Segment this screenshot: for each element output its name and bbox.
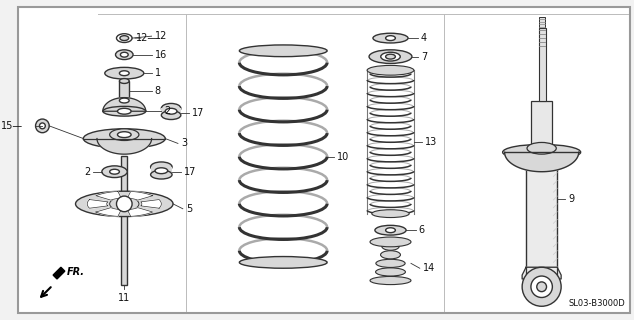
Ellipse shape: [375, 268, 405, 276]
Text: 2: 2: [164, 106, 171, 116]
Text: 8: 8: [155, 86, 160, 96]
Text: 4: 4: [421, 33, 427, 43]
Bar: [119, 81, 129, 100]
Ellipse shape: [373, 33, 408, 43]
Ellipse shape: [385, 228, 396, 233]
Ellipse shape: [117, 108, 131, 114]
Ellipse shape: [161, 103, 181, 113]
Ellipse shape: [119, 98, 129, 103]
Text: 5: 5: [186, 204, 192, 214]
Ellipse shape: [110, 169, 119, 174]
Text: 7: 7: [421, 52, 427, 62]
Polygon shape: [87, 200, 108, 208]
Ellipse shape: [151, 162, 172, 172]
Ellipse shape: [367, 65, 414, 75]
Text: 13: 13: [425, 138, 437, 148]
Bar: [161, 108, 181, 115]
Text: 10: 10: [337, 152, 349, 162]
Text: 12—: 12—: [136, 33, 158, 43]
Ellipse shape: [151, 170, 172, 179]
Ellipse shape: [120, 36, 129, 41]
Polygon shape: [103, 98, 146, 111]
Circle shape: [537, 282, 547, 292]
Ellipse shape: [369, 50, 412, 63]
Ellipse shape: [83, 129, 165, 148]
Ellipse shape: [240, 257, 327, 268]
Text: 14: 14: [423, 263, 435, 273]
Ellipse shape: [503, 144, 581, 160]
Bar: [526, 160, 557, 267]
Circle shape: [531, 276, 552, 298]
Ellipse shape: [385, 54, 396, 59]
Ellipse shape: [376, 259, 405, 268]
Circle shape: [522, 267, 561, 306]
Bar: [539, 17, 545, 28]
Bar: [121, 156, 127, 285]
Ellipse shape: [165, 108, 177, 114]
Bar: [526, 267, 557, 279]
Ellipse shape: [105, 68, 144, 79]
Ellipse shape: [382, 242, 399, 250]
Text: 2: 2: [84, 167, 90, 177]
Ellipse shape: [527, 142, 556, 154]
Text: 12: 12: [155, 31, 167, 41]
Text: 15—: 15—: [1, 121, 23, 131]
Ellipse shape: [161, 111, 181, 120]
Bar: [151, 167, 172, 175]
Ellipse shape: [102, 166, 127, 178]
Text: 3: 3: [181, 139, 187, 148]
Polygon shape: [522, 267, 561, 279]
Ellipse shape: [110, 197, 139, 211]
Text: 17: 17: [184, 167, 196, 177]
Ellipse shape: [380, 251, 401, 259]
Ellipse shape: [103, 106, 146, 116]
Polygon shape: [505, 152, 579, 172]
Ellipse shape: [385, 36, 396, 41]
Polygon shape: [127, 191, 153, 200]
Ellipse shape: [110, 129, 139, 140]
Text: 1: 1: [155, 68, 160, 78]
Circle shape: [117, 196, 132, 212]
Ellipse shape: [117, 34, 132, 43]
FancyBboxPatch shape: [18, 7, 630, 313]
Bar: [539, 28, 545, 101]
Polygon shape: [53, 267, 65, 279]
Text: 17: 17: [191, 108, 204, 118]
Ellipse shape: [370, 276, 411, 284]
Text: 6: 6: [419, 225, 425, 235]
Text: 16: 16: [155, 50, 167, 60]
Ellipse shape: [381, 52, 400, 61]
Polygon shape: [127, 208, 153, 216]
Ellipse shape: [155, 168, 167, 174]
Polygon shape: [97, 139, 152, 154]
Ellipse shape: [117, 132, 131, 138]
Text: 9: 9: [568, 194, 574, 204]
Circle shape: [36, 119, 49, 133]
Text: SL03-B3000D: SL03-B3000D: [569, 299, 626, 308]
Text: FR.: FR.: [67, 267, 85, 277]
Bar: [531, 101, 552, 152]
Polygon shape: [96, 208, 121, 216]
Text: 11: 11: [118, 293, 131, 303]
Ellipse shape: [75, 191, 173, 217]
Circle shape: [39, 123, 45, 129]
Ellipse shape: [240, 45, 327, 57]
Polygon shape: [141, 200, 161, 208]
Polygon shape: [96, 191, 121, 200]
Ellipse shape: [375, 225, 406, 235]
Ellipse shape: [372, 210, 409, 218]
Ellipse shape: [370, 237, 411, 247]
Ellipse shape: [120, 52, 128, 57]
Ellipse shape: [115, 50, 133, 60]
Ellipse shape: [119, 71, 129, 76]
Ellipse shape: [119, 79, 129, 84]
